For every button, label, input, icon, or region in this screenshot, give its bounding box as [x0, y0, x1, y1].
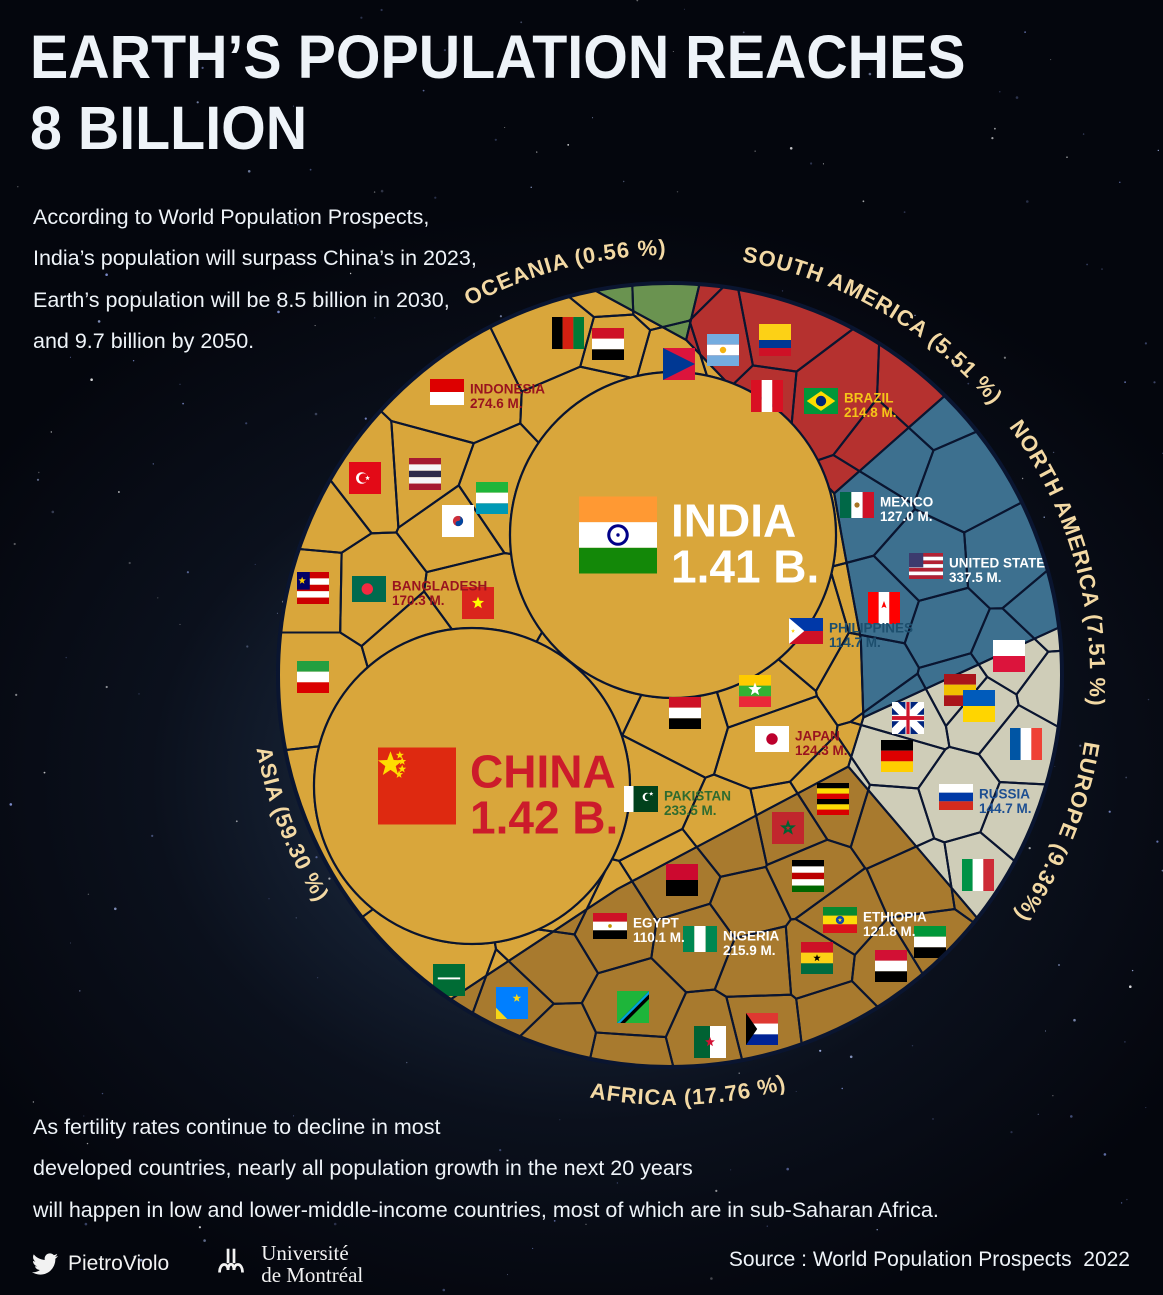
- svg-text:SOUTH AMERICA (5.51 %): SOUTH AMERICA (5.51 %): [741, 241, 1008, 409]
- svg-text:NORTH AMERICA (7.51 %): NORTH AMERICA (7.51 %): [1005, 415, 1110, 707]
- svg-text:EUROPE (9.36%): EUROPE (9.36%): [1010, 740, 1105, 927]
- svg-text:AFRICA (17.76 %): AFRICA (17.76 %): [588, 1069, 788, 1110]
- svg-text:ASIA (59.30 %): ASIA (59.30 %): [251, 745, 334, 906]
- svg-text:OCEANIA (0.56 %): OCEANIA (0.56 %): [460, 235, 667, 310]
